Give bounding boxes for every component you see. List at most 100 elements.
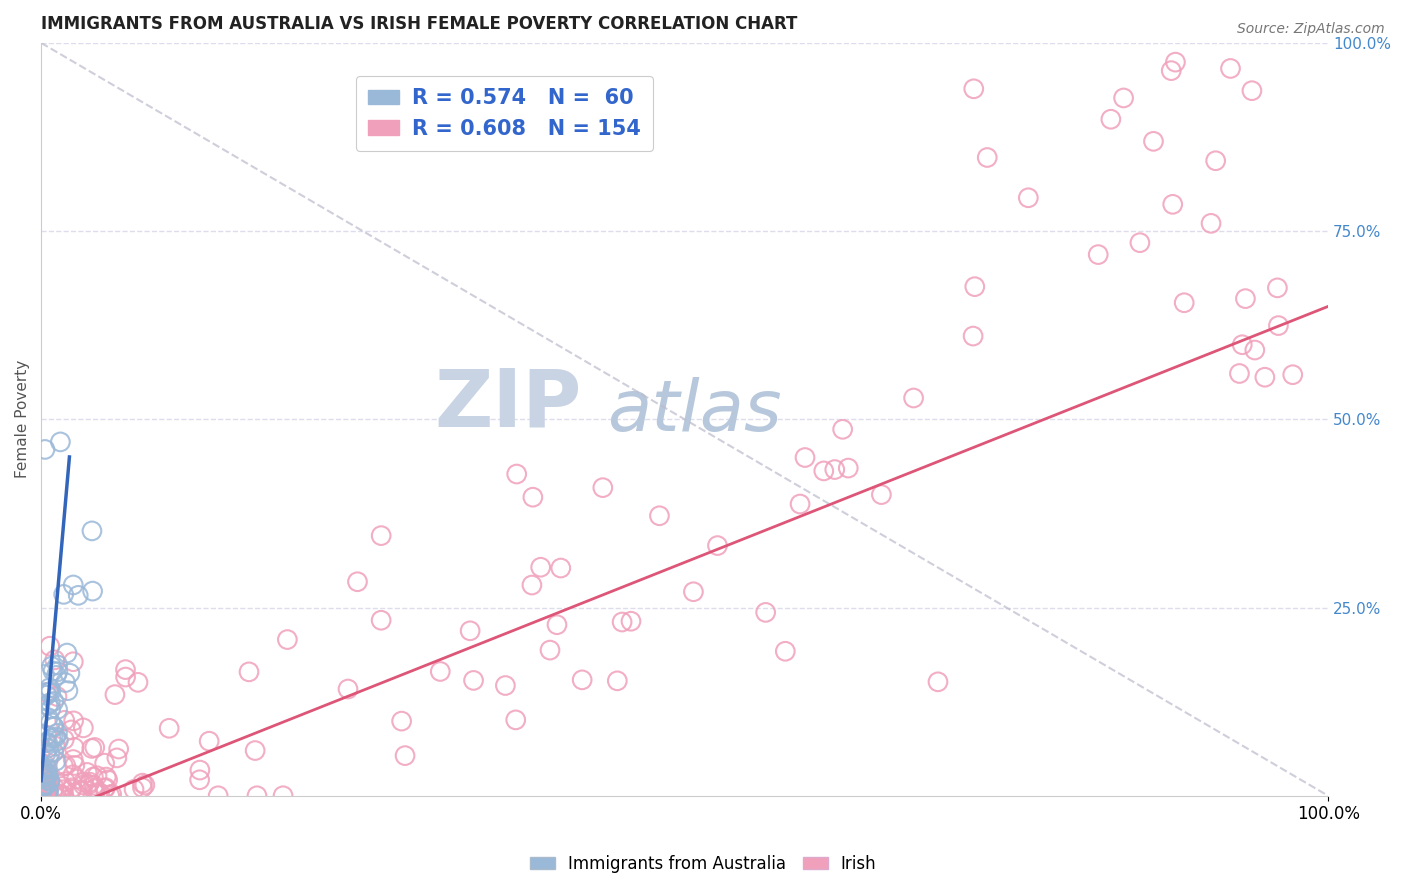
Point (706, 539, 728, 553)
Point (592, 481, 614, 495)
Point (38, 784, 60, 798)
Point (60, 782, 83, 797)
Point (59, 666, 82, 681)
Point (35, 788, 58, 802)
Point (48, 733, 70, 747)
Point (114, 670, 136, 684)
Point (114, 663, 136, 677)
Point (80, 741, 103, 756)
Point (60, 723, 83, 737)
Point (530, 560, 553, 574)
Point (131, 776, 153, 790)
Point (648, 508, 671, 523)
Point (39, 684, 62, 698)
Point (927, 674, 949, 689)
Point (34, 667, 56, 681)
Point (46, 690, 69, 704)
Point (32, 771, 55, 785)
Point (49, 787, 72, 801)
Point (188, 763, 211, 777)
Point (127, 675, 149, 690)
Point (1229, 367, 1251, 381)
Point (77, 777, 100, 791)
Point (83, 778, 105, 792)
Point (370, 613, 392, 627)
Point (62, 655, 84, 669)
Point (1267, 281, 1289, 295)
Point (46, 726, 69, 740)
Point (89, 786, 111, 800)
Point (571, 673, 593, 687)
Point (606, 673, 628, 688)
Point (41, 659, 63, 673)
Point (429, 665, 451, 679)
Point (79, 775, 101, 789)
Point (35, 747, 58, 761)
Point (44, 739, 66, 753)
Point (62, 768, 84, 782)
Point (72, 721, 94, 735)
Point (1243, 343, 1265, 357)
Point (37, 780, 59, 795)
Point (837, 461, 859, 475)
Point (105, 751, 128, 765)
Point (107, 742, 129, 756)
Point (38, 774, 60, 789)
Point (1099, 112, 1122, 127)
Point (31, 762, 53, 776)
Point (34, 769, 56, 783)
Point (34, 779, 56, 793)
Point (93, 756, 115, 771)
Point (70, 785, 93, 799)
Point (37, 736, 59, 750)
Point (1087, 247, 1109, 261)
Point (67, 588, 90, 602)
Point (82, 770, 104, 784)
Point (35, 787, 58, 801)
Point (962, 329, 984, 343)
Point (463, 673, 485, 688)
Point (370, 528, 392, 542)
Point (37, 711, 59, 725)
Point (520, 578, 543, 592)
Text: atlas: atlas (607, 377, 782, 446)
Point (63, 786, 86, 800)
Point (42, 745, 65, 759)
Point (39, 747, 62, 761)
Point (37, 685, 59, 699)
Point (1142, 134, 1164, 148)
Point (42, 664, 65, 678)
Point (32, 768, 55, 782)
Point (46, 702, 69, 716)
Point (52, 587, 75, 601)
Point (1160, 63, 1182, 78)
Point (31, 765, 53, 780)
Point (56, 646, 79, 660)
Point (56, 683, 79, 698)
Point (39, 696, 62, 710)
Point (794, 450, 817, 465)
Point (52, 782, 75, 797)
Point (1234, 292, 1257, 306)
Point (39, 731, 62, 746)
Point (903, 391, 925, 405)
Point (1164, 55, 1187, 70)
Point (34, 764, 56, 778)
Point (42, 720, 65, 734)
Point (35, 772, 58, 787)
Point (337, 681, 360, 696)
Point (789, 497, 811, 511)
Point (65, 772, 87, 786)
Point (98, 789, 121, 803)
Point (53, 732, 76, 747)
Point (32, 789, 55, 803)
Point (31, 780, 53, 794)
Point (94, 781, 117, 796)
Point (1173, 295, 1195, 310)
Point (620, 614, 643, 628)
Point (1205, 153, 1227, 168)
Point (52, 789, 75, 803)
Point (494, 679, 516, 693)
Point (39, 779, 62, 793)
Point (131, 780, 153, 795)
